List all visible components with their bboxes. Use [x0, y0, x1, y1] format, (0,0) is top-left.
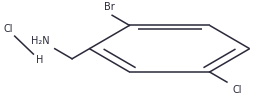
Text: Cl: Cl [232, 85, 242, 95]
Text: H₂N: H₂N [31, 36, 49, 46]
Text: Br: Br [104, 2, 115, 12]
Text: Cl: Cl [4, 24, 13, 34]
Text: H: H [36, 55, 43, 65]
